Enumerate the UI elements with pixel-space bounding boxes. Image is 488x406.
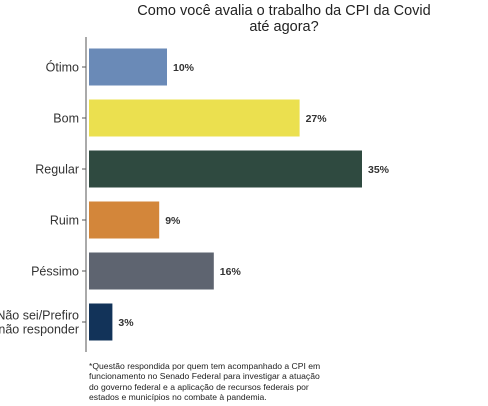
category-labels: Ótimo Bom Regular Ruim Péssimo Não sei/Prefir… <box>0 60 79 337</box>
value-label-otimo: 10% <box>173 62 195 74</box>
value-label-pessimo: 16% <box>220 266 242 278</box>
y-axis-ticks <box>82 66 86 323</box>
chart-title-line-2: até agora? <box>249 19 318 35</box>
footnote-line-3: do governo federal e a aplicação de recu… <box>89 381 309 392</box>
chart-title: Como você avalia o trabalho da CPI da Co… <box>137 3 430 35</box>
chart-title-line-1: Como você avalia o trabalho da CPI da Co… <box>137 3 430 19</box>
category-label-regular: Regular <box>35 163 79 177</box>
footnote-line-2: funcionamento no Senado Federal para inv… <box>89 371 320 382</box>
footnote-line-1: *Questão respondida por quem tem acompan… <box>89 361 321 371</box>
value-labels: 10% 27% 35% 9% 16% 3% <box>118 62 389 329</box>
bar-bom <box>89 99 300 137</box>
bar-nao-sei-prefiro-nao-responder <box>89 303 113 341</box>
category-label-otimo: Ótimo <box>46 60 79 75</box>
bar-otimo <box>89 48 167 86</box>
bars <box>89 48 362 341</box>
bar-regular <box>89 150 362 188</box>
category-label-ruim: Ruim <box>50 214 79 228</box>
value-label-ruim: 9% <box>165 215 181 227</box>
value-label-regular: 35% <box>368 164 390 176</box>
value-label-nao-sei-prefiro-nao-responder: 3% <box>118 317 134 329</box>
category-label-bom: Bom <box>53 112 79 126</box>
footnote-line-4: estados e municípios no combate à pandem… <box>89 392 267 403</box>
category-label-nao-sei-prefiro-nao-responder: Não sei/Prefiro não responder <box>0 309 79 337</box>
footnote: *Questão respondida por quem tem acompan… <box>89 361 349 403</box>
bar-pessimo <box>89 252 214 290</box>
bar-ruim <box>89 201 160 239</box>
category-label-pessimo: Péssimo <box>31 265 79 279</box>
value-label-bom: 27% <box>306 113 328 125</box>
